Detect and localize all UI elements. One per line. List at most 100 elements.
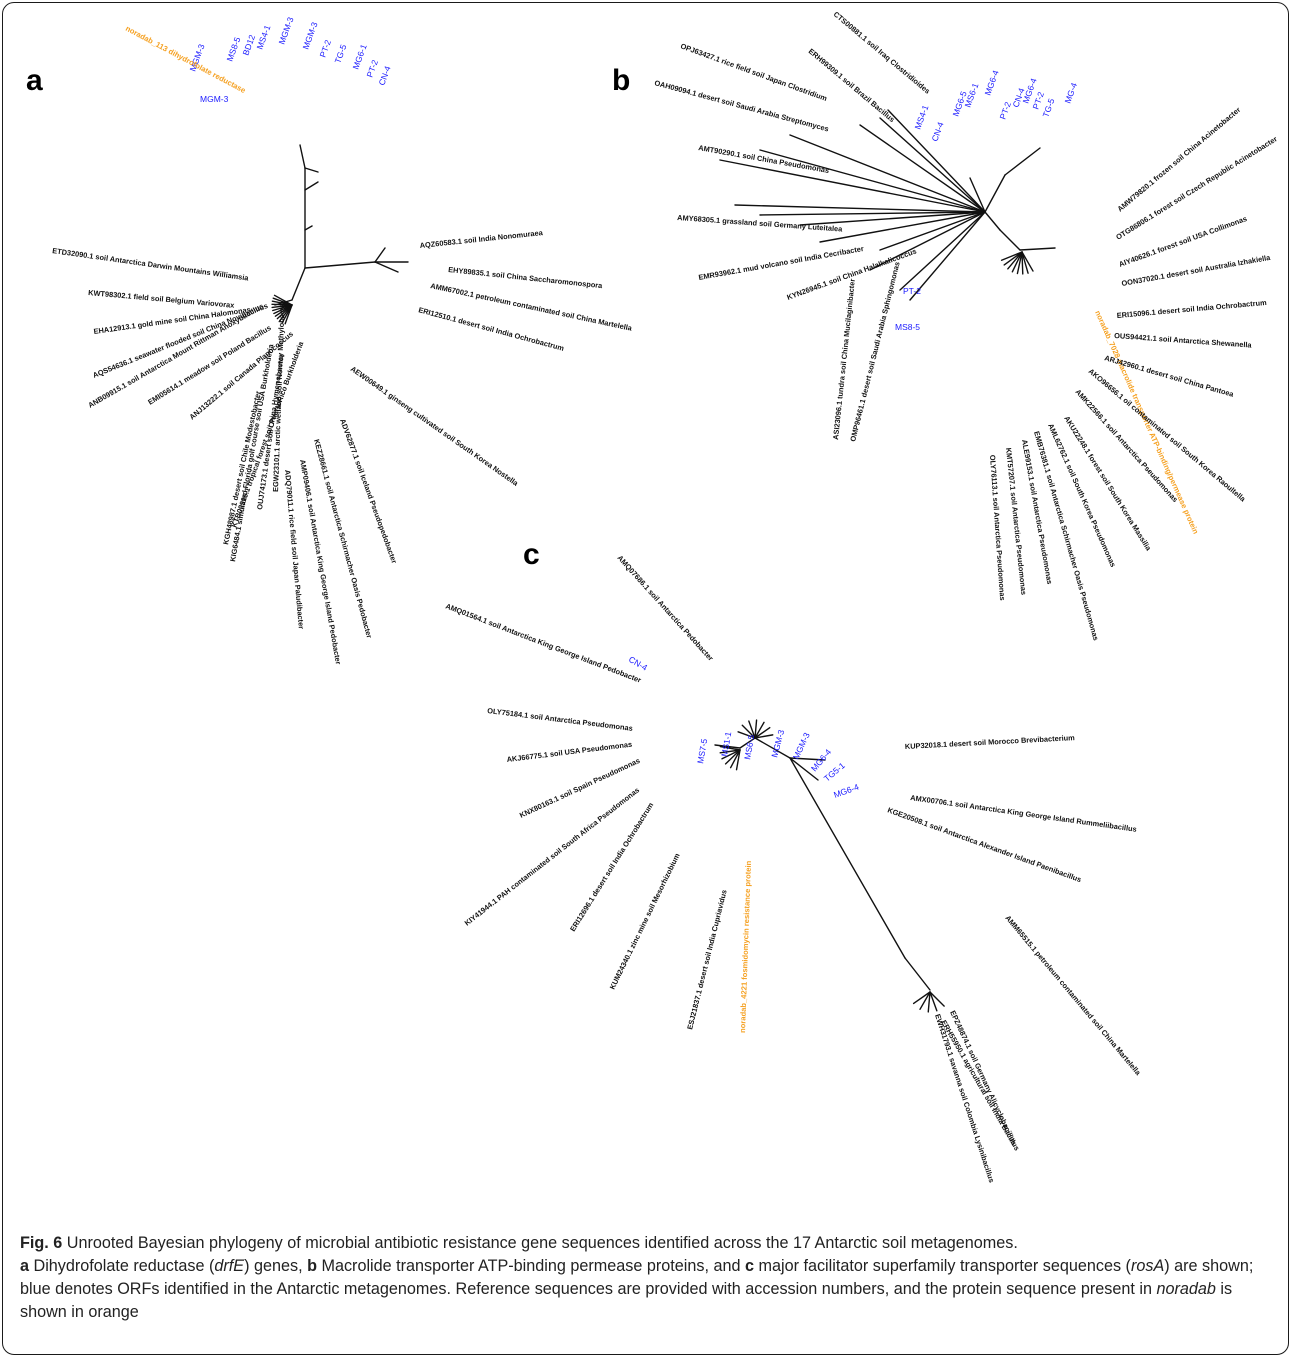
leaf-label-orf: PT-2 bbox=[903, 286, 921, 296]
caption-b-label: b bbox=[307, 1257, 317, 1275]
leaf-label-orf: MGM-3 bbox=[300, 20, 319, 50]
caption-c-label: c bbox=[744, 1257, 754, 1275]
tree-branch bbox=[1003, 251, 1023, 266]
caption-b-text: Macrolide transporter ATP-binding permea… bbox=[316, 1257, 745, 1275]
tree-branch bbox=[304, 181, 319, 191]
leaf-label-reference: AMY68305.1 grassland soil Germany Luteit… bbox=[677, 213, 844, 234]
tree-branch bbox=[869, 211, 986, 271]
tree-branch bbox=[927, 991, 931, 1013]
tree-branch bbox=[374, 261, 399, 273]
leaf-label-orf: TG-5 bbox=[332, 43, 348, 65]
panel-a-letter: a bbox=[26, 64, 43, 97]
tree-branch bbox=[984, 174, 1006, 213]
leaf-label-reference: OLY76113.1 soil Antarctica Pseudomonas bbox=[988, 455, 1007, 601]
tree-branch bbox=[789, 757, 906, 959]
tree-branch bbox=[748, 720, 756, 739]
tree-branch bbox=[789, 134, 986, 213]
tree-branch bbox=[1007, 251, 1023, 270]
tree-branch bbox=[929, 991, 945, 1007]
leaf-label-orf: MS7-5 bbox=[695, 738, 709, 765]
leaf-label-orf: MS6-5 bbox=[742, 734, 756, 761]
tree-branch bbox=[374, 247, 386, 263]
tree-branch bbox=[299, 144, 306, 169]
caption-c-text2: ) are shown; blue denotes ORFs identifie… bbox=[20, 1257, 1254, 1298]
tree-branch bbox=[919, 991, 931, 1011]
tree-branch bbox=[912, 991, 931, 1005]
leaf-label-orf: MGM-3 bbox=[276, 15, 295, 45]
caption-noradab: noradab bbox=[1156, 1280, 1216, 1298]
leaf-label-reference: AMQ07686.1 soil Antarctica Pedobacter bbox=[616, 553, 716, 662]
leaf-label-reference: AMM65515.1 petroleum contaminated soil C… bbox=[1003, 914, 1143, 1078]
leaf-label-reference: OLY75184.1 soil Antarctica Pseudomonas bbox=[487, 706, 634, 733]
tree-branch bbox=[721, 749, 741, 760]
figure-caption: Fig. 6 Unrooted Bayesian phylogeny of mi… bbox=[20, 1232, 1275, 1324]
tree-branch bbox=[739, 737, 756, 749]
leaf-label-orf: CN-4 bbox=[627, 654, 649, 673]
tree-branch bbox=[1016, 251, 1023, 275]
tree-branch bbox=[904, 957, 931, 991]
leaf-label-orf: MGM-3 bbox=[791, 731, 812, 761]
tree-branch bbox=[1021, 251, 1029, 274]
tree-branch bbox=[879, 117, 986, 213]
leaf-label-reference: ASI23096.1 tundra soil China Mucilaginib… bbox=[831, 278, 857, 440]
caption-a-text2: ) genes, bbox=[244, 1257, 308, 1275]
tree-branch bbox=[304, 261, 376, 269]
tree-branch bbox=[754, 734, 774, 739]
leaf-label-reference: ERI15096.1 desert soil India Ochrobactru… bbox=[1116, 298, 1267, 320]
leaf-label-reference: ERI12696.1 desert soil India Ochrobactru… bbox=[568, 800, 656, 933]
caption-c-text: major facilitator superfamily transporte… bbox=[753, 1257, 1131, 1275]
caption-c-gene: rosA bbox=[1130, 1257, 1165, 1275]
tree-branch bbox=[1004, 147, 1041, 176]
leaf-label-reference: EHY89835.1 soil China Saccharomonospora bbox=[448, 265, 604, 290]
leaf-label-reference: KUP32018.1 desert soil Morocco Brevibact… bbox=[905, 733, 1076, 751]
leaf-label-reference: KMT57207.1 soil Antarctica Pseudomonas bbox=[1004, 447, 1028, 595]
caption-a-gene: drfE bbox=[214, 1257, 245, 1275]
tree-branch bbox=[291, 267, 306, 301]
tree-branch bbox=[819, 211, 986, 243]
tree-branch bbox=[789, 757, 826, 761]
leaf-label-orf: MG-4 bbox=[1062, 81, 1079, 105]
leaf-label-reference: ESJ21837.1 desert soil India Cupriavidus bbox=[685, 889, 729, 1031]
leaf-label-reference: KUM24340.1 zinc mine soil Mesorhizobium bbox=[608, 851, 682, 990]
panel-b-letter: b bbox=[612, 64, 631, 97]
tree-branch bbox=[879, 211, 986, 251]
leaf-label-reference: AQZ60583.1 soil India Nonomuraea bbox=[419, 228, 544, 250]
leaf-label-orf: MG6-1 bbox=[350, 43, 368, 71]
tree-branch bbox=[737, 731, 756, 739]
leaf-label-orf: TG5-1 bbox=[822, 760, 847, 783]
tree-branch bbox=[1000, 251, 1023, 261]
leaf-label-reference: AMT90290.1 soil China Pseudomonas bbox=[698, 143, 830, 175]
tree-branch bbox=[714, 744, 741, 749]
tree-branch bbox=[734, 204, 986, 213]
leaf-label-reference: KWT98302.1 field soil Belgium Variovorax bbox=[88, 288, 236, 310]
tree-branch bbox=[754, 719, 758, 739]
caption-c-text3: is shown in orange bbox=[20, 1280, 1233, 1321]
tree-branch bbox=[984, 211, 1001, 231]
tree-branch bbox=[724, 749, 741, 765]
leaf-label-reference: AEW00649.1 ginseng cultivated soil South… bbox=[349, 364, 521, 488]
tree-branch bbox=[859, 124, 986, 213]
leaf-label-reference: KNX80163.1 soil Spain Pseudomonas bbox=[518, 756, 641, 820]
leaf-label-noradab: noradab_4221 fosmidomycin resistance pro… bbox=[738, 860, 753, 1033]
tree-branch bbox=[887, 109, 986, 213]
tree-branch bbox=[999, 229, 1021, 251]
leaf-label-orf: CN-4 bbox=[929, 120, 945, 142]
leaf-label-reference: AKJ66775.1 soil USA Pseudomonas bbox=[506, 740, 632, 764]
leaf-label-orf: MS4-1 bbox=[254, 23, 272, 50]
leaf-label-orf: MS4-1 bbox=[912, 103, 930, 130]
leaf-label-orf: PT-2 bbox=[364, 58, 380, 79]
leaf-label-orf: MGM-3 bbox=[200, 94, 229, 104]
tree-branch bbox=[735, 749, 741, 771]
tree-branch bbox=[969, 177, 986, 213]
tree-branch bbox=[741, 724, 756, 739]
caption-fig-label: Fig. 6 bbox=[20, 1234, 63, 1252]
tree-branch bbox=[899, 211, 986, 291]
leaf-label-orf: MG6-4 bbox=[982, 69, 1000, 97]
caption-a-label: a bbox=[20, 1257, 30, 1275]
tree-branch bbox=[1021, 251, 1034, 272]
tree-branch bbox=[719, 745, 741, 751]
tree-branch bbox=[304, 167, 319, 173]
